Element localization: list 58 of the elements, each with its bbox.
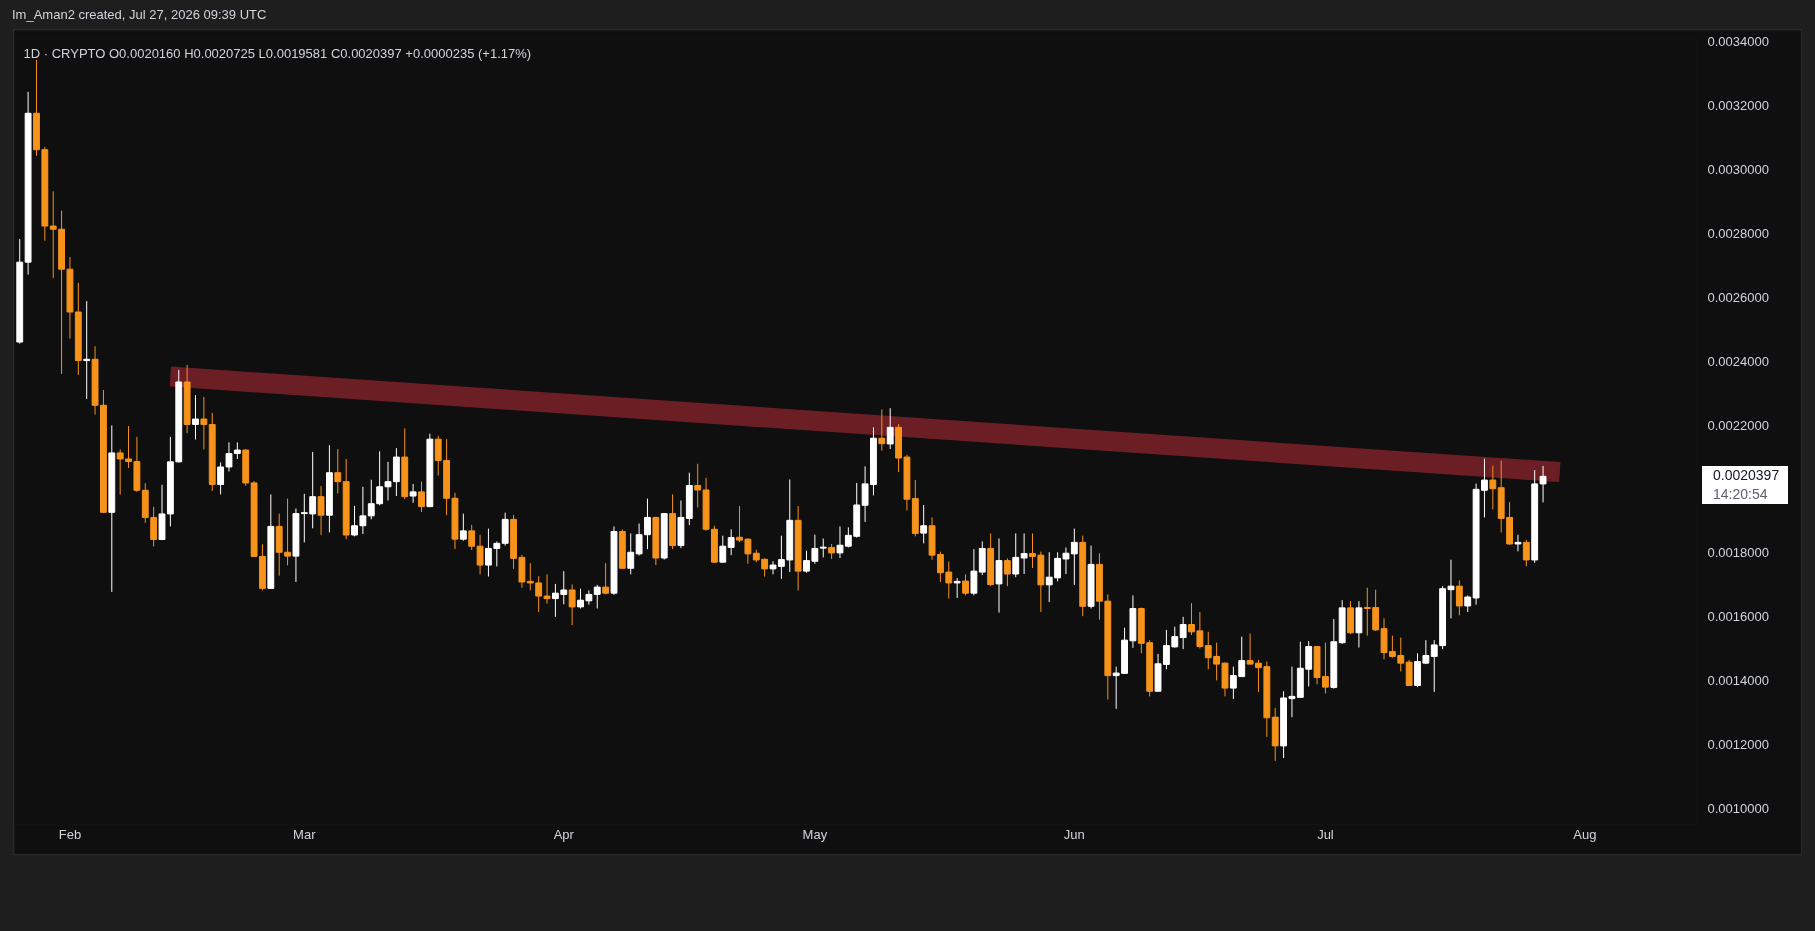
x-tick-label: May xyxy=(802,826,828,842)
candlestick xyxy=(995,538,1003,614)
x-tick-label: Apr xyxy=(553,826,575,842)
candlestick xyxy=(317,485,325,536)
x-tick-label: Mar xyxy=(293,826,317,842)
candlestick xyxy=(920,504,928,544)
y-tick-label: 0.0030000 xyxy=(1707,162,1769,177)
candlestick xyxy=(418,481,425,513)
candlestick xyxy=(1522,539,1530,567)
y-tick-label: 0.0026000 xyxy=(1707,289,1769,305)
candlestick xyxy=(501,512,509,547)
candlestick xyxy=(1514,534,1522,552)
y-tick-label: 0.0018000 xyxy=(1707,545,1769,561)
candlestick xyxy=(878,408,886,452)
y-tick-label: 0.0034000 xyxy=(1707,34,1769,50)
text: 14:20:54 xyxy=(1713,485,1768,504)
candlestick xyxy=(409,483,417,504)
text: 0.0020397 xyxy=(1713,466,1780,485)
candlestick xyxy=(593,584,601,610)
y-tick-label: 0.0032000 xyxy=(1707,98,1769,114)
candlestick xyxy=(200,396,208,450)
x-tick-label: Feb xyxy=(58,826,82,842)
candlestick xyxy=(1455,579,1463,616)
y-tick-label: 0.0012000 xyxy=(1707,737,1769,753)
y-tick-label: 0.0028000 xyxy=(1707,225,1769,241)
candlestick xyxy=(1489,465,1497,510)
candlestick xyxy=(1003,557,1011,587)
candlestick xyxy=(1020,532,1028,575)
candlestick xyxy=(719,535,727,564)
candlestick xyxy=(1179,616,1187,650)
text: 1D · CRYPTO O0.0020160 H0.0020725 L0.0019581 C0.0020397 +0.0000235 (+1.17%) xyxy=(23,46,532,61)
candlestick xyxy=(727,528,735,556)
candlestick xyxy=(644,498,651,550)
candlestick xyxy=(602,562,610,595)
candlestick xyxy=(627,532,635,575)
y-tick-label: 0.0014000 xyxy=(1707,673,1769,689)
y-tick-label: 0.0024000 xyxy=(1707,353,1769,369)
candlestick xyxy=(970,548,978,596)
y-tick-label: 0.0010000 xyxy=(1707,801,1769,817)
candlestick xyxy=(962,573,969,596)
y-tick-label: 0.0016000 xyxy=(1707,609,1769,625)
x-tick-label: Jun xyxy=(1063,826,1085,842)
candlestick xyxy=(192,394,199,440)
candlestick xyxy=(819,538,827,558)
candlestick xyxy=(978,540,986,576)
candlestick xyxy=(459,513,467,542)
candlestick xyxy=(953,577,961,599)
candlestick xyxy=(568,584,576,626)
text: Im_Aman2 created, Jul 27, 2026 09:39 UTC xyxy=(12,6,267,24)
y-tick-label: 0.0022000 xyxy=(1707,417,1769,433)
x-tick-label: Jul xyxy=(1317,826,1334,842)
x-tick-label: Aug xyxy=(1573,826,1597,842)
candlestick xyxy=(886,407,894,450)
candlestick xyxy=(1012,532,1020,578)
candlestick xyxy=(1405,659,1413,687)
candlestick xyxy=(635,523,643,556)
candlestick xyxy=(83,300,91,400)
candlestick xyxy=(334,448,342,494)
